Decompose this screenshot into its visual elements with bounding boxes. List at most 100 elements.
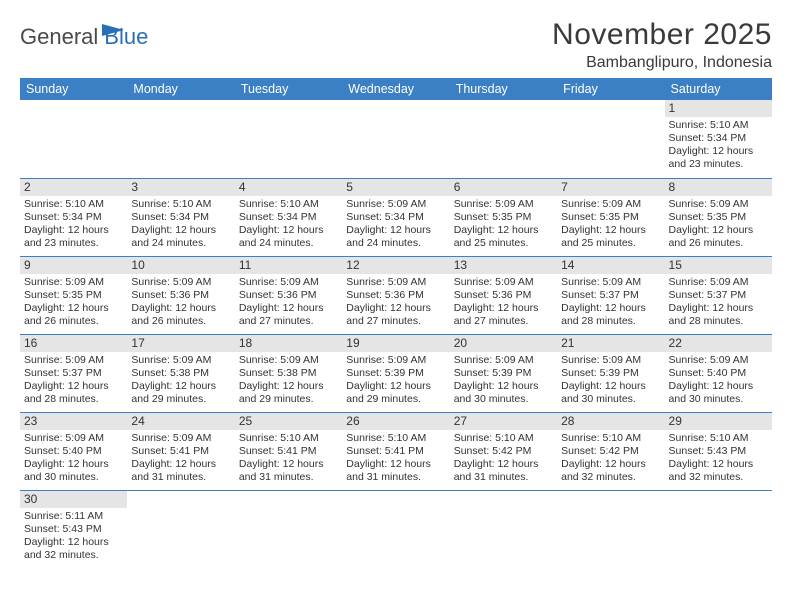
sun-info-line: Sunset: 5:36 PM [239,289,338,302]
sun-info-line: Sunrise: 5:09 AM [561,354,660,367]
location: Bambanglipuro, Indonesia [552,54,772,72]
day-number: 6 [450,179,557,196]
sun-info-line: Daylight: 12 hours [561,380,660,393]
calendar-day-cell: 29Sunrise: 5:10 AMSunset: 5:43 PMDayligh… [665,412,772,490]
calendar-day-cell: 7Sunrise: 5:09 AMSunset: 5:35 PMDaylight… [557,178,664,256]
sun-info-line: Sunset: 5:34 PM [131,211,230,224]
weekday-header-row: Sunday Monday Tuesday Wednesday Thursday… [20,78,772,100]
weekday-header: Sunday [20,78,127,100]
day-number: 22 [665,335,772,352]
sun-info-line: and 26 minutes. [24,315,123,328]
sun-info-line: Daylight: 12 hours [24,458,123,471]
sun-info-line: Sunrise: 5:10 AM [346,432,445,445]
sun-info-line: and 29 minutes. [239,393,338,406]
sun-info-line: Sunrise: 5:10 AM [454,432,553,445]
sun-info-line: Sunset: 5:34 PM [669,132,768,145]
sun-info-line: Sunset: 5:39 PM [346,367,445,380]
calendar-day-cell: 19Sunrise: 5:09 AMSunset: 5:39 PMDayligh… [342,334,449,412]
calendar-day-cell: 5Sunrise: 5:09 AMSunset: 5:34 PMDaylight… [342,178,449,256]
sun-info-line: Daylight: 12 hours [239,302,338,315]
sun-info-line: and 27 minutes. [239,315,338,328]
sun-info-line: Sunset: 5:41 PM [239,445,338,458]
calendar-week-row: 30Sunrise: 5:11 AMSunset: 5:43 PMDayligh… [20,490,772,568]
sun-info-line: and 24 minutes. [239,237,338,250]
day-number: 13 [450,257,557,274]
day-number: 16 [20,335,127,352]
calendar-day-cell: 14Sunrise: 5:09 AMSunset: 5:37 PMDayligh… [557,256,664,334]
day-number: 10 [127,257,234,274]
day-number: 9 [20,257,127,274]
day-number: 4 [235,179,342,196]
sun-info-line: Sunrise: 5:09 AM [669,354,768,367]
sun-info-line: Sunset: 5:38 PM [131,367,230,380]
sun-info-line: Sunset: 5:37 PM [561,289,660,302]
calendar-day-cell: 25Sunrise: 5:10 AMSunset: 5:41 PMDayligh… [235,412,342,490]
sun-info-line: and 31 minutes. [346,471,445,484]
calendar-day-cell: 24Sunrise: 5:09 AMSunset: 5:41 PMDayligh… [127,412,234,490]
weekday-header: Saturday [665,78,772,100]
day-number: 25 [235,413,342,430]
sun-info-line: Sunrise: 5:09 AM [669,198,768,211]
calendar-body: 1Sunrise: 5:10 AMSunset: 5:34 PMDaylight… [20,100,772,568]
sun-info-line: Daylight: 12 hours [346,458,445,471]
sun-info-line: Sunset: 5:43 PM [24,523,123,536]
sun-info-line: Daylight: 12 hours [669,380,768,393]
sun-info-line: Daylight: 12 hours [346,224,445,237]
calendar-day-cell: 16Sunrise: 5:09 AMSunset: 5:37 PMDayligh… [20,334,127,412]
day-number: 19 [342,335,449,352]
calendar-week-row: 2Sunrise: 5:10 AMSunset: 5:34 PMDaylight… [20,178,772,256]
calendar-day-cell: 4Sunrise: 5:10 AMSunset: 5:34 PMDaylight… [235,178,342,256]
sun-info-line: Sunrise: 5:09 AM [131,432,230,445]
day-number: 27 [450,413,557,430]
logo-text-general: General [20,24,98,50]
sun-info-line: Sunrise: 5:09 AM [454,198,553,211]
calendar-day-cell: 17Sunrise: 5:09 AMSunset: 5:38 PMDayligh… [127,334,234,412]
sun-info-line: and 30 minutes. [669,393,768,406]
sun-info-line: Sunrise: 5:09 AM [454,354,553,367]
sun-info-line: Sunrise: 5:11 AM [24,510,123,523]
sun-info-line: Daylight: 12 hours [24,380,123,393]
sun-info-line: Sunset: 5:42 PM [454,445,553,458]
day-number: 30 [20,491,127,508]
calendar-empty-cell [127,490,234,568]
calendar-day-cell: 28Sunrise: 5:10 AMSunset: 5:42 PMDayligh… [557,412,664,490]
calendar-day-cell: 22 Sunrise: 5:09 AMSunset: 5:40 PMDayligh… [665,334,772,412]
sun-info-line: and 30 minutes. [454,393,553,406]
sun-info-line: Sunrise: 5:09 AM [239,354,338,367]
calendar-empty-cell [235,490,342,568]
sun-info-line: Daylight: 12 hours [561,302,660,315]
sun-info-line: Sunset: 5:36 PM [346,289,445,302]
sun-info-line: and 29 minutes. [131,393,230,406]
sun-info-line: Sunset: 5:35 PM [561,211,660,224]
calendar-empty-cell [450,490,557,568]
sun-info-line: Daylight: 12 hours [239,224,338,237]
calendar-empty-cell [127,100,234,178]
day-number: 3 [127,179,234,196]
sun-info-line: Daylight: 12 hours [669,302,768,315]
day-number: 2 [20,179,127,196]
calendar-table: Sunday Monday Tuesday Wednesday Thursday… [20,78,772,568]
sun-info-line: Daylight: 12 hours [454,458,553,471]
calendar-day-cell: 2Sunrise: 5:10 AMSunset: 5:34 PMDaylight… [20,178,127,256]
sun-info-line: Sunrise: 5:10 AM [669,432,768,445]
month-title: November 2025 [552,18,772,52]
calendar-day-cell: 10Sunrise: 5:09 AMSunset: 5:36 PMDayligh… [127,256,234,334]
calendar-empty-cell [235,100,342,178]
sun-info-line: Daylight: 12 hours [131,380,230,393]
calendar-empty-cell [665,490,772,568]
sun-info-line: and 27 minutes. [454,315,553,328]
calendar-day-cell: 27 Sunrise: 5:10 AMSunset: 5:42 PMDayligh… [450,412,557,490]
sun-info-line: and 23 minutes. [669,158,768,171]
sun-info-line: Daylight: 12 hours [24,302,123,315]
sun-info-line: and 24 minutes. [346,237,445,250]
sun-info-line: and 28 minutes. [561,315,660,328]
calendar-day-cell: 20Sunrise: 5:09 AMSunset: 5:39 PMDayligh… [450,334,557,412]
sun-info-line: Sunset: 5:39 PM [454,367,553,380]
weekday-header: Tuesday [235,78,342,100]
sun-info-line: Daylight: 12 hours [24,224,123,237]
sun-info-line: and 27 minutes. [346,315,445,328]
sun-info-line: and 28 minutes. [24,393,123,406]
sun-info-line: Sunrise: 5:09 AM [454,276,553,289]
sun-info-line: Sunset: 5:40 PM [669,367,768,380]
day-number: 17 [127,335,234,352]
